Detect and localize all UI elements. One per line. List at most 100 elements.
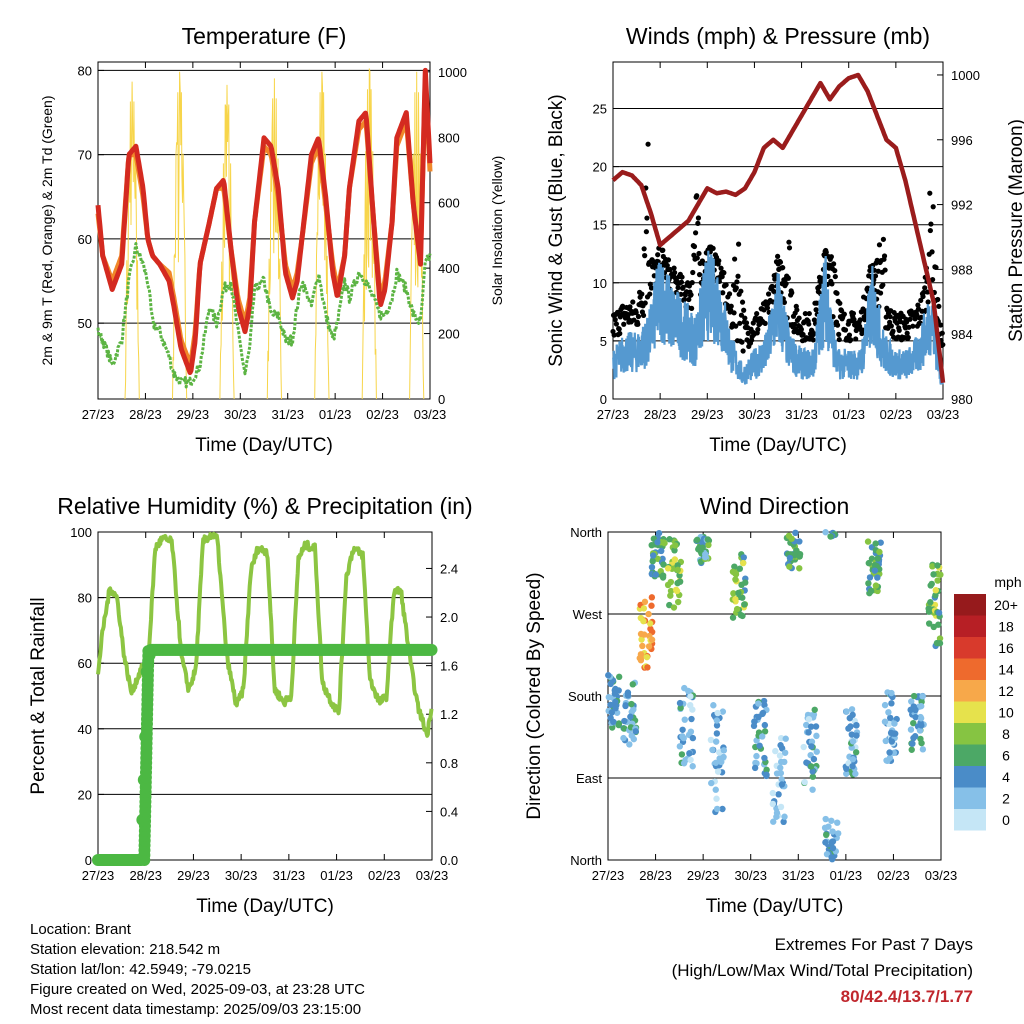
direction-point bbox=[664, 581, 672, 589]
gust-point bbox=[743, 320, 750, 326]
direction-point bbox=[876, 548, 883, 556]
temperature-2m-line bbox=[95, 67, 433, 375]
gust-point bbox=[834, 290, 840, 296]
direction-point bbox=[713, 795, 720, 802]
gust-point bbox=[935, 296, 941, 303]
temperature-y2tick-label: 200 bbox=[438, 327, 460, 342]
direction-point bbox=[610, 718, 617, 726]
direction-ytick-label: South bbox=[568, 689, 602, 704]
direction-xtick-label: 01/23 bbox=[830, 868, 863, 883]
winds-y2tick-label: 984 bbox=[951, 327, 973, 342]
gust-point bbox=[832, 273, 838, 280]
direction-point bbox=[843, 765, 850, 772]
gust-point bbox=[930, 204, 936, 210]
temperature-y2tick-label: 800 bbox=[438, 130, 460, 145]
direction-point bbox=[881, 701, 889, 709]
direction-point bbox=[864, 538, 872, 545]
direction-xtick-label: 29/23 bbox=[687, 868, 720, 883]
gust-point bbox=[648, 285, 655, 291]
direction-point bbox=[823, 831, 830, 839]
solar-trace bbox=[361, 68, 377, 400]
solar-trace bbox=[172, 71, 188, 400]
gust-point bbox=[785, 275, 791, 281]
direction-point bbox=[805, 715, 813, 723]
direction-point bbox=[739, 594, 746, 601]
gust-point bbox=[922, 285, 928, 291]
gust-point bbox=[664, 262, 670, 269]
gust-point bbox=[675, 285, 681, 291]
extremes-subtitle: (High/Low/Max Wind/Total Precipitation) bbox=[671, 961, 973, 980]
direction-point bbox=[709, 746, 716, 754]
direction-point bbox=[654, 539, 661, 546]
direction-point bbox=[936, 640, 944, 647]
gust-point bbox=[696, 272, 703, 278]
gust-point bbox=[875, 268, 881, 274]
direction-point bbox=[755, 700, 762, 707]
direction-point bbox=[648, 563, 656, 571]
gust-point bbox=[718, 265, 724, 271]
gust-point bbox=[696, 250, 702, 257]
direction-point bbox=[652, 571, 659, 578]
direction-point bbox=[885, 709, 892, 716]
direction-point bbox=[719, 805, 726, 813]
temperature-xlabel: Time (Day/UTC) bbox=[195, 435, 333, 456]
gust-point bbox=[772, 276, 778, 282]
gust-point bbox=[613, 321, 619, 327]
winds-y2tick-label: 992 bbox=[951, 198, 973, 213]
direction-point bbox=[730, 590, 737, 597]
direction-xlabel: Time (Day/UTC) bbox=[706, 896, 844, 917]
direction-point bbox=[932, 592, 939, 599]
direction-point bbox=[666, 536, 673, 543]
colorbar-label: 6 bbox=[1002, 747, 1010, 763]
gust-point bbox=[806, 310, 812, 317]
direction-ytick-label: West bbox=[573, 607, 603, 622]
gust-point bbox=[710, 245, 716, 251]
temperature-y2tick-label: 400 bbox=[438, 261, 460, 276]
gust-point bbox=[611, 332, 617, 338]
colorbar-label: 14 bbox=[998, 661, 1014, 677]
gust-point bbox=[848, 337, 854, 343]
direction-point bbox=[930, 571, 937, 578]
direction-point bbox=[639, 642, 646, 650]
gust-point bbox=[834, 322, 841, 328]
gust-point bbox=[665, 257, 672, 263]
direction-point bbox=[615, 721, 622, 729]
colorbar-label: 12 bbox=[998, 683, 1014, 699]
direction-point bbox=[763, 766, 770, 774]
direction-point bbox=[671, 556, 679, 563]
direction-point bbox=[621, 717, 628, 725]
direction-point bbox=[712, 759, 720, 766]
temperature-y2tick-label: 0 bbox=[438, 392, 445, 407]
humidity-xlabel: Time (Day/UTC) bbox=[196, 896, 334, 917]
direction-point bbox=[777, 764, 784, 771]
gust-point bbox=[927, 227, 933, 234]
direction-point bbox=[615, 673, 623, 681]
direction-point bbox=[936, 635, 944, 642]
direction-point bbox=[672, 542, 679, 549]
direction-point bbox=[674, 566, 682, 574]
recent-timestamp: Most recent data timestamp: 2025/09/03 2… bbox=[30, 1001, 362, 1018]
direction-point bbox=[756, 742, 763, 749]
direction-point bbox=[732, 596, 739, 603]
direction-point bbox=[689, 763, 696, 770]
direction-point bbox=[865, 580, 872, 587]
humidity-title: Relative Humidity (%) & Precipitation (i… bbox=[57, 493, 472, 519]
direction-point bbox=[702, 553, 709, 561]
direction-point bbox=[629, 681, 636, 688]
gust-point bbox=[689, 280, 695, 286]
direction-point bbox=[612, 698, 619, 706]
direction-point bbox=[809, 786, 816, 793]
humidity-ytick-label: 80 bbox=[78, 591, 92, 606]
direction-point bbox=[829, 844, 837, 852]
gust-point bbox=[836, 336, 842, 343]
direction-point bbox=[674, 598, 682, 606]
direction-point bbox=[907, 726, 915, 733]
direction-point bbox=[712, 738, 720, 745]
direction-point bbox=[778, 781, 786, 788]
temperature-ylabel-right: Solar Insolation (Yellow) bbox=[489, 156, 505, 306]
direction-point bbox=[927, 599, 934, 606]
direction-point bbox=[811, 706, 818, 713]
direction-point bbox=[872, 540, 879, 547]
gust-point bbox=[688, 292, 694, 298]
winds-title: Winds (mph) & Pressure (mb) bbox=[626, 23, 930, 49]
